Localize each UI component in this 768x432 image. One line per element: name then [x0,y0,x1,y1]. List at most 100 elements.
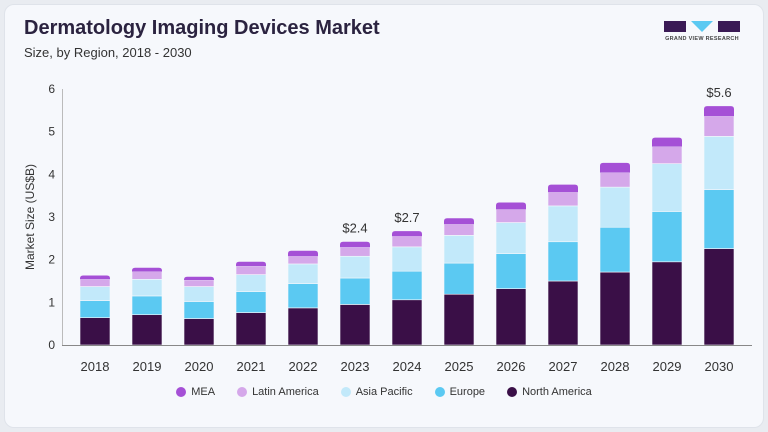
logo-text: GRAND VIEW RESEARCH [665,36,739,42]
bar-segment-europe [131,295,163,316]
bar-segment-europe [703,189,735,249]
bar-segment-north-america [235,312,267,346]
bar-segment-mea [340,241,370,248]
x-tick-label: 2029 [653,359,682,374]
bar-stack-2022 [287,250,319,346]
bar-segment-europe [79,300,111,318]
legend-swatch-icon [176,387,187,397]
bar-segment-mea [236,261,266,267]
y-tick-label: 3 [48,210,55,224]
x-tick-label: 2030 [705,359,734,374]
x-tick-label: 2020 [185,359,214,374]
bar-segment-mea [652,137,682,147]
legend-swatch-icon [340,387,351,397]
legend-label: Latin America [252,386,319,398]
logo-mark-icon [664,21,740,32]
bar-segment-north-america [391,299,423,346]
bar-segment-latin-america [183,279,215,287]
bar-segment-north-america [495,288,527,346]
bar-stack-2023 [339,241,371,346]
bar-segment-north-america [79,317,111,346]
bar-stack-2024 [391,231,423,346]
bar-segment-mea [704,106,734,117]
bar-segment-latin-america [391,235,423,248]
bar-segment-north-america [651,261,683,346]
bar-segment-europe [235,291,267,313]
bar-stack-2020 [183,276,215,346]
bar-stack-2021 [235,261,267,346]
bar-segment-europe [183,301,215,319]
bar-segment-north-america [287,307,319,346]
bar-segment-latin-america [547,191,579,207]
bar-segment-latin-america [443,223,475,236]
bar-segment-latin-america [339,246,371,257]
bar-segment-north-america [183,318,215,346]
bar-segment-asia-pacific [391,246,423,272]
bar-segment-mea [392,231,422,237]
bar-segment-asia-pacific [183,286,215,302]
bar-stack-2027 [547,184,579,346]
x-tick-label: 2024 [393,359,422,374]
x-tick-label: 2018 [81,359,110,374]
bar-segment-north-america [547,280,579,346]
bar-segment-europe [599,226,631,273]
grand-view-research-logo: GRAND VIEW RESEARCH [662,20,742,46]
bar-segment-europe [443,262,475,295]
x-tick-label: 2021 [237,359,266,374]
bar-segment-latin-america [651,146,683,164]
bar-segment-latin-america [287,255,319,265]
bar-segment-asia-pacific [235,274,267,292]
x-tick-label: 2028 [601,359,630,374]
bar-segment-asia-pacific [287,263,319,284]
legend-label: North America [522,386,592,398]
y-tick-label: 0 [48,338,55,352]
x-tick-label: 2027 [549,359,578,374]
bar-segment-asia-pacific [339,255,371,279]
data-label: $5.6 [706,85,731,100]
legend-swatch-icon [237,387,248,397]
legend-swatch-icon [507,387,518,397]
bar-segment-latin-america [235,265,267,275]
bar-stack-2018 [79,275,111,346]
bar-segment-asia-pacific [495,222,527,254]
bar-stack-2030 [703,106,735,346]
bar-segment-mea [548,184,578,193]
bar-segment-north-america [703,248,735,346]
bar-segment-latin-america [495,209,527,223]
bar-segment-mea [496,202,526,210]
bar-segment-latin-america [131,271,163,280]
legend-label: MEA [191,386,216,398]
legend: MEA Latin America Asia Pacific Europe North … [0,386,768,398]
x-tick-label: 2022 [289,359,318,374]
legend-swatch-icon [434,387,445,397]
x-tick-label: 2026 [497,359,526,374]
y-tick-label: 1 [48,295,55,309]
x-tick-label: 2023 [341,359,370,374]
y-axis-label: Market Size (US$B) [23,164,37,270]
legend-item: MEA [176,386,215,398]
legend-item: North America [507,386,592,398]
bar-stack-2019 [131,267,163,346]
y-tick-label: 2 [48,253,55,267]
bar-segment-north-america [131,314,163,346]
x-tick-label: 2025 [445,359,474,374]
legend-label: Europe [449,386,486,398]
data-label: $2.7 [394,210,419,225]
bar-stack-2026 [495,202,527,346]
chart-card [4,4,764,428]
y-tick-label: 5 [48,125,55,139]
bar-segment-europe [391,270,423,301]
x-tick-label: 2019 [133,359,162,374]
bar-stack-2025 [443,218,475,346]
bar-segment-asia-pacific [79,286,111,301]
bar-segment-europe [495,253,527,289]
bar-segment-europe [547,241,579,282]
bar-segment-europe [651,211,683,263]
legend-item: Europe [434,386,486,398]
bar-segment-north-america [599,271,631,346]
bar-segment-mea [184,276,214,281]
bar-segment-north-america [339,304,371,346]
y-tick-label: 6 [48,82,55,96]
bar-segment-north-america [443,293,475,346]
